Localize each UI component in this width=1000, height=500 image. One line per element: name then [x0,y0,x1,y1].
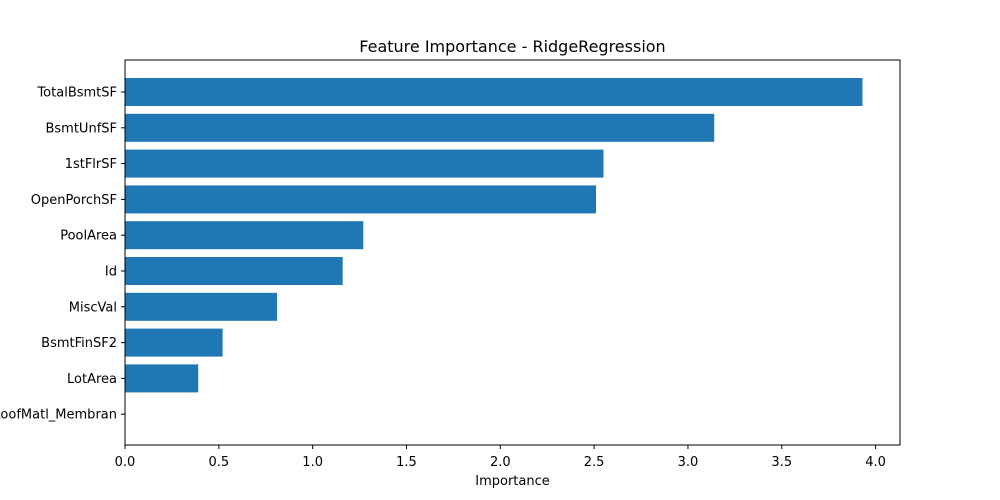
y-tick-label: OpenPorchSF [31,193,117,208]
bar-miscval [125,292,277,321]
x-tick-label: 1.0 [302,455,323,470]
y-tick-label: Id [105,265,117,280]
y-tick-label: TotalBsmtSF [36,86,117,101]
bar-id [125,257,343,285]
x-tick-label: 4.0 [865,455,886,470]
bar-openporchsf [125,185,597,214]
x-tick-label: 3.5 [771,455,792,470]
bar-poolarea [125,221,364,250]
plot-area [125,78,863,393]
y-tick-label: RoofMatl_Membran [0,408,117,423]
y-tick-label: BsmtFinSF2 [41,336,117,351]
bar-bsmtunfsf [125,113,715,142]
x-axis-label: Importance [475,474,550,489]
y-tick-label: PoolArea [60,229,117,244]
bar-bsmtfinsf2 [125,328,223,357]
y-tick-label: MiscVal [69,300,117,315]
y-tick-label: BsmtUnfSF [45,121,117,136]
chart-title: Feature Importance - RidgeRegression [359,37,665,56]
x-tick-label: 0.0 [115,455,136,470]
y-axis: TotalBsmtSF BsmtUnfSF 1stFlrSF OpenPorchSF P… [0,86,125,423]
x-tick-label: 2.5 [584,455,605,470]
x-tick-label: 1.5 [396,455,417,470]
x-tick-label: 0.5 [208,455,229,470]
bar-lotarea [125,364,199,393]
axes-frame [124,59,901,446]
x-axis: 0.0 0.5 1.0 1.5 2.0 2.5 3.0 3.5 4.0 [115,445,886,470]
x-tick-label: 3.0 [678,455,699,470]
bar-1stflrsf [125,149,604,178]
y-tick-label: LotArea [67,372,117,387]
y-tick-label: 1stFlrSF [65,157,117,172]
x-tick-label: 2.0 [490,455,511,470]
bar-totalbsmtsf [125,78,863,106]
